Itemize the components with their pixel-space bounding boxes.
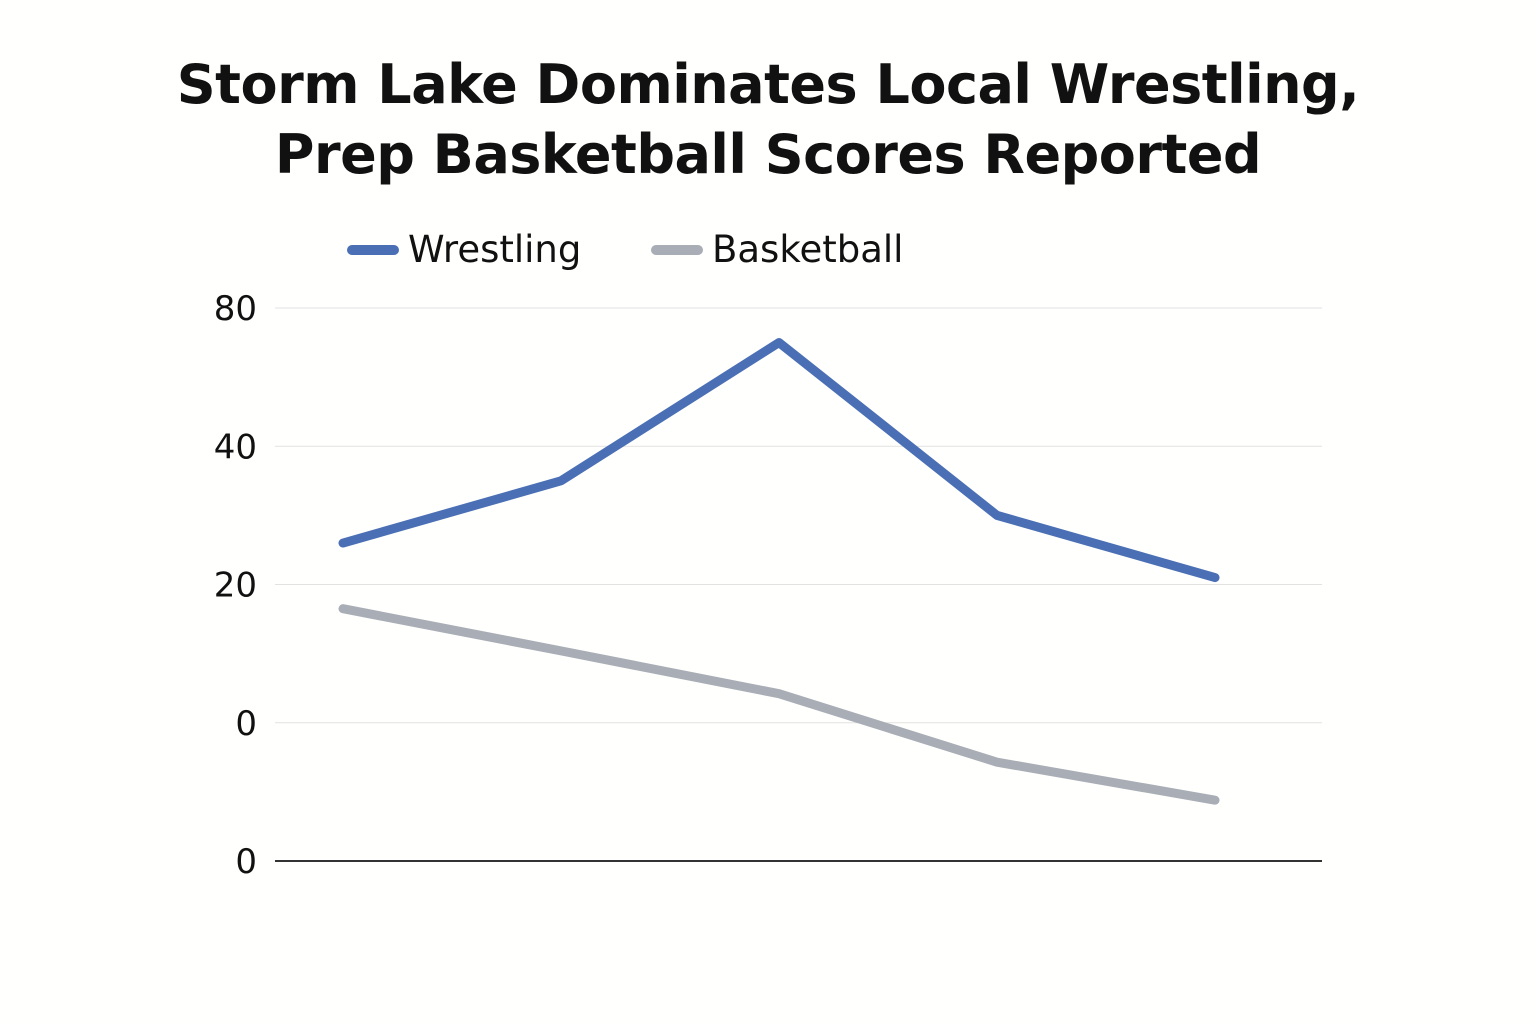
- legend: Wrestling Basketball: [347, 228, 903, 271]
- y-axis-ticks: 0 0 20 40 80: [214, 289, 257, 882]
- y-tick-label: 0: [235, 842, 257, 882]
- chart-title-line-1: Storm Lake Dominates Local Wrestling,: [176, 53, 1360, 116]
- y-tick-label: 80: [214, 289, 257, 329]
- series-lines: [338, 338, 1220, 805]
- y-tick-label: 20: [214, 566, 257, 606]
- chart-title-line-2: Prep Basketball Scores Reported: [274, 123, 1262, 186]
- series-line-basketball: [338, 604, 1220, 805]
- legend-label-basketball: Basketball: [712, 228, 903, 271]
- y-tick-label: 0: [235, 704, 257, 744]
- chart-title: Storm Lake Dominates Local Wrestling, Pr…: [0, 50, 1536, 190]
- y-tick-label: 40: [214, 427, 257, 467]
- series-line-wrestling: [338, 338, 1220, 583]
- legend-label-wrestling: Wrestling: [408, 228, 581, 271]
- gridlines: [275, 307, 1322, 862]
